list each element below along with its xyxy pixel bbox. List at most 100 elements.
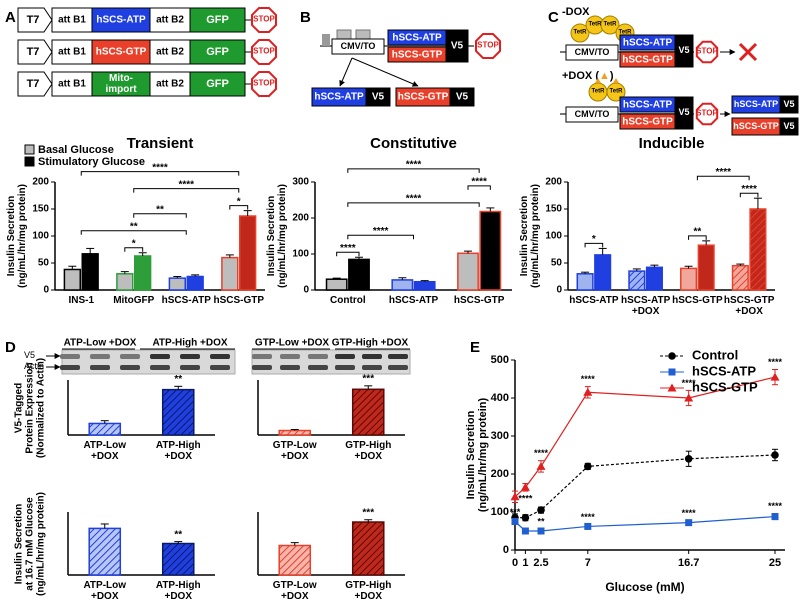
insert: [91, 39, 151, 65]
significance-label: **: [537, 516, 545, 526]
blot-band: [150, 365, 170, 370]
condition-label: +DOX (▲): [562, 70, 614, 82]
x-tick-label: INS-1: [68, 295, 95, 306]
blot-row-label: Actin: [24, 361, 45, 372]
product-label: hSCS-ATP: [314, 91, 364, 103]
x-tick-label: hSCS-ATP: [388, 295, 439, 306]
marker: [521, 527, 529, 535]
blot-band: [180, 354, 200, 359]
y-tick-label: 0: [303, 285, 309, 296]
significance-label: ****: [581, 512, 596, 522]
stop-sign: [695, 102, 719, 126]
x-tick-label: hSCS-ATP: [161, 295, 211, 306]
significance-bracket: [80, 230, 187, 235]
blot-band: [362, 354, 382, 359]
significance-bracket: [336, 251, 360, 257]
panel-letter: E: [470, 339, 481, 356]
gfp-label: GFP: [206, 77, 229, 90]
lane-label: ATP-High +DOX: [152, 337, 228, 349]
y-tick-label: 150: [32, 204, 49, 215]
product-tag-label: V5: [783, 120, 795, 131]
gfp: [189, 71, 246, 97]
x-tick-label: 0: [512, 557, 518, 569]
tag-label: V5: [678, 45, 690, 56]
y-tick-label: 100: [545, 231, 562, 242]
significance-bracket: [467, 185, 491, 190]
marker: [668, 368, 676, 376]
significance-bracket: [347, 168, 480, 173]
stop-sign: [251, 71, 277, 97]
y-tick-label: 200: [292, 213, 309, 224]
significance-bracket: [347, 202, 480, 207]
y-tick-label: 0: [503, 544, 509, 556]
series-line: [515, 454, 776, 519]
y-tick-label: 150: [545, 204, 562, 215]
chart-title: Constitutive: [370, 135, 457, 152]
y-tick-label: 100: [32, 231, 49, 242]
bar: [351, 388, 385, 436]
y-tick-label: 300: [491, 430, 509, 442]
stop-label: STOP: [696, 108, 718, 118]
bar: [594, 254, 612, 291]
insert-label: hSCS-GTP: [95, 46, 147, 58]
legend-label: Control: [692, 347, 738, 362]
y-tick-label: 100: [292, 249, 309, 260]
significance-label: **: [693, 227, 701, 238]
insert-label: hSCS-ATP: [392, 32, 442, 43]
legend-label: hSCS-ATP: [692, 363, 756, 378]
x-tick-label: 1: [522, 557, 528, 569]
bar: [749, 208, 767, 291]
significance-label: ****: [340, 243, 356, 254]
significance-label: ****: [534, 448, 549, 458]
x-tick-label: ATP-High +DOX: [155, 580, 201, 602]
att-site-label: att B1: [58, 14, 86, 26]
blot-band: [362, 365, 382, 370]
significance-label: ***: [362, 507, 374, 518]
block-mark: [738, 42, 758, 62]
product-label: hSCS-GTP: [397, 91, 449, 103]
x-tick-label: hSCS-GTP: [213, 295, 265, 306]
blot-band: [210, 354, 230, 359]
x-tick-label: hSCS-GTP: [453, 295, 505, 306]
y-tick-label: 400: [491, 392, 509, 404]
stop-label: STOP: [253, 46, 275, 56]
y-axis-title: Insulin Secretion (ng/mL/hr/mg protein): [464, 397, 489, 513]
marker: [510, 492, 520, 501]
blot-band: [335, 354, 355, 359]
promoter: [565, 44, 619, 61]
blot-band: [90, 354, 110, 359]
y-tick-label: 200: [32, 177, 49, 188]
marker: [511, 518, 519, 525]
insert: [91, 7, 151, 33]
product-tag-label: V5: [783, 98, 795, 109]
condition-label-part: ): [610, 70, 614, 82]
tag: [674, 34, 694, 68]
bar: [239, 215, 257, 291]
promoter-label: T7: [26, 45, 40, 58]
marker: [685, 519, 693, 527]
series-line: [514, 515, 776, 532]
x-tick-label: Control: [330, 295, 366, 306]
x-tick-label: MitoGFP: [113, 295, 155, 306]
tag-label: V5: [450, 40, 464, 52]
arrow: [351, 57, 419, 87]
insert: [91, 71, 151, 97]
bar: [81, 253, 99, 291]
x-tick-label: GTP-Low +DOX: [272, 580, 317, 602]
gfp-label: GFP: [206, 45, 229, 58]
product-tag-label: V5: [455, 91, 469, 103]
lane-label: ATP-Low +DOX: [63, 337, 137, 349]
y-tick-label: 200: [491, 468, 509, 480]
x-tick-label: 25: [769, 557, 781, 569]
insert-label: hSCS-GTP: [622, 54, 673, 65]
significance-bracket: [133, 188, 240, 193]
marker: [537, 527, 545, 535]
product-tag: [449, 87, 475, 107]
promoter: [565, 106, 619, 123]
blot-band: [280, 354, 300, 359]
promoter-arrow: [17, 39, 53, 65]
significance-label: ****: [768, 501, 783, 511]
significance-label: ****: [741, 184, 757, 195]
arrow: [339, 57, 353, 87]
